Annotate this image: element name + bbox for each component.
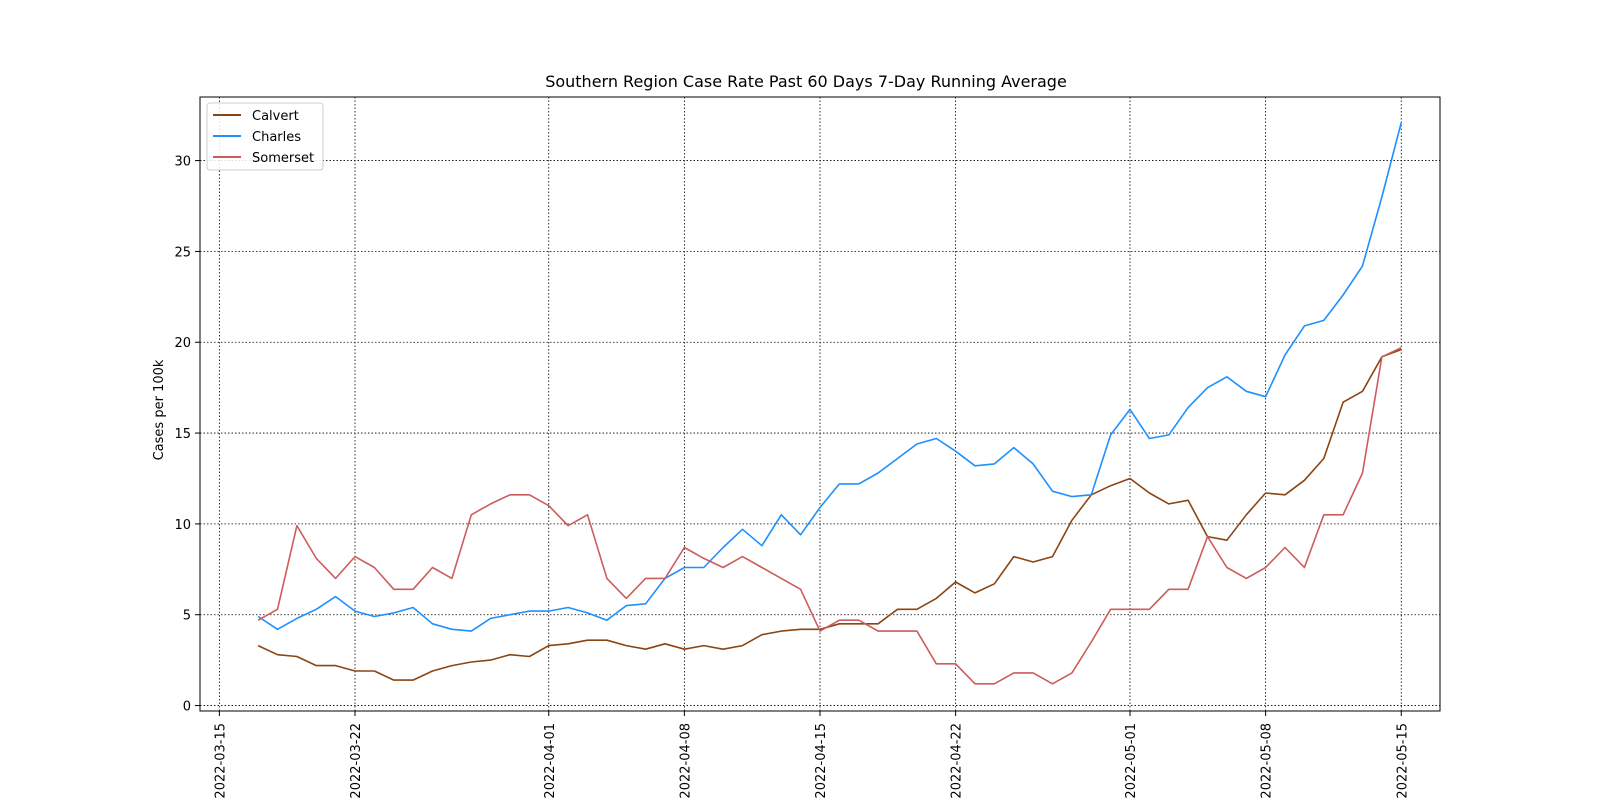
- y-tick-label: 20: [174, 336, 191, 351]
- x-tick-label: 2022-03-22: [349, 723, 364, 799]
- series-lines: [257, 122, 1403, 685]
- x-tick-label: 2022-05-08: [1260, 723, 1275, 799]
- x-tick-label: 2022-05-01: [1124, 723, 1139, 799]
- y-axis-label: Cases per 100k: [152, 359, 167, 460]
- y-tick-label: 15: [174, 427, 191, 442]
- legend-label-charles: Charles: [252, 130, 301, 145]
- chart-title: Southern Region Case Rate Past 60 Days 7…: [545, 72, 1067, 91]
- x-tick-label: 2022-03-15: [213, 723, 228, 799]
- series-line-calvert: [257, 348, 1402, 681]
- x-tick-label: 2022-04-22: [950, 723, 965, 799]
- grid-lines: [200, 97, 1440, 711]
- x-tick-label: 2022-04-08: [678, 723, 693, 799]
- series-line-charles: [257, 122, 1403, 632]
- x-axis-ticks: 2022-03-15 2022-03-22 2022-04-01 2022-04-08…: [213, 711, 1410, 799]
- x-tick-label: 2022-04-01: [543, 723, 558, 799]
- legend-label-somerset: Somerset: [252, 151, 314, 166]
- y-tick-label: 10: [174, 518, 191, 533]
- legend: Calvert Charles Somerset: [206, 102, 324, 171]
- x-tick-label: 2022-04-15: [814, 723, 829, 799]
- y-tick-label: 5: [183, 609, 191, 624]
- y-tick-label: 0: [183, 700, 191, 715]
- y-tick-label: 30: [174, 155, 191, 170]
- y-axis-ticks: 0 5 10 15 20 25 30: [174, 155, 200, 715]
- x-tick-label: 2022-05-15: [1395, 723, 1410, 799]
- series-line-somerset: [257, 346, 1402, 685]
- legend-box: [206, 102, 324, 171]
- legend-label-calvert: Calvert: [252, 109, 299, 124]
- y-tick-label: 25: [174, 245, 191, 260]
